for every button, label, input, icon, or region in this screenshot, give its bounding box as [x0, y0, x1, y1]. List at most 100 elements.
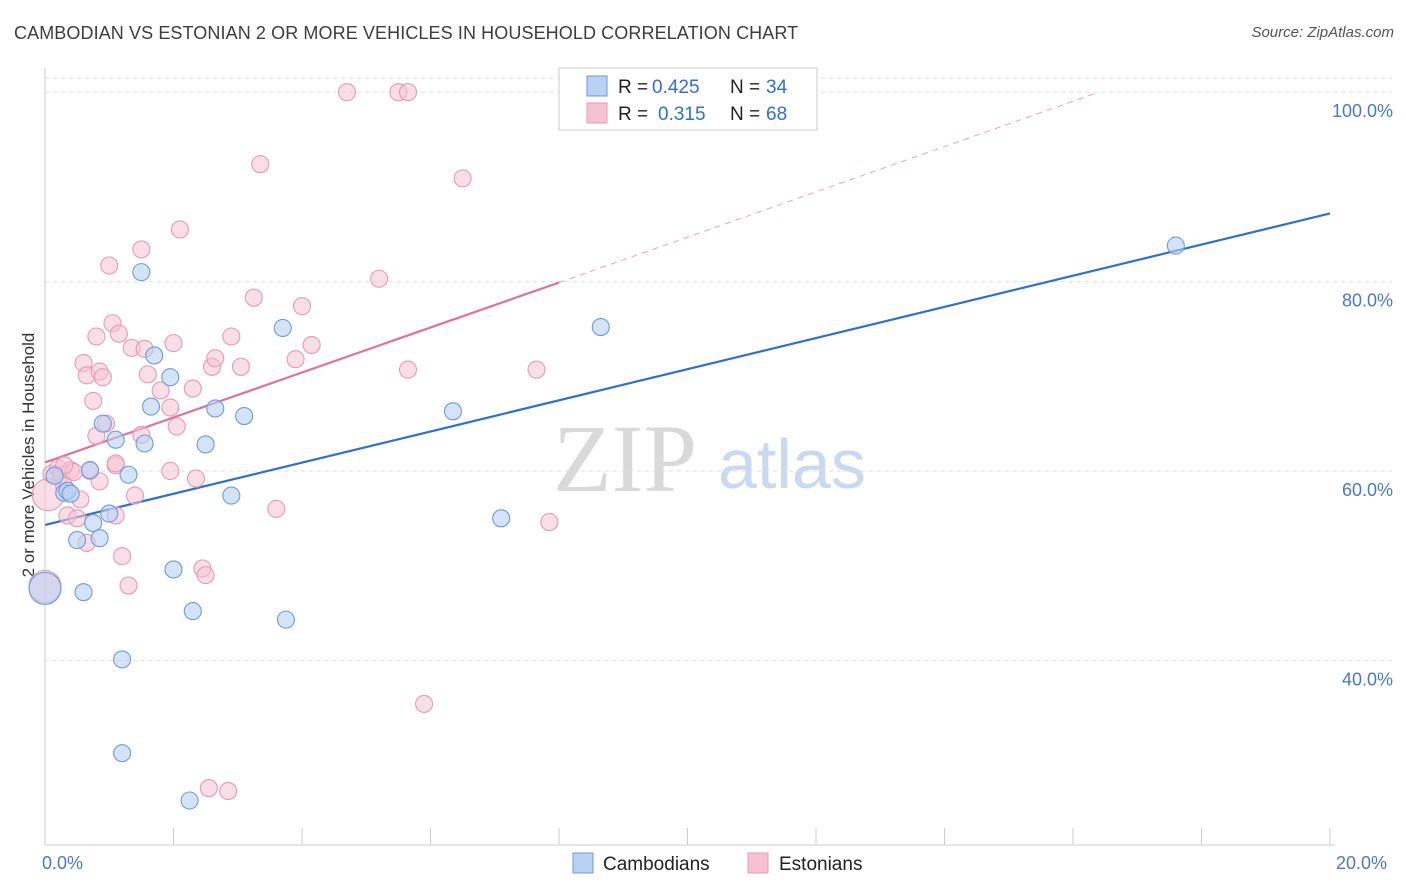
cambodians-point-12 — [113, 650, 132, 669]
estonians-point-59 — [398, 360, 418, 379]
cambodians-point-18 — [161, 368, 180, 387]
estonians-point-53 — [292, 297, 312, 316]
legend-r-label-cambodians: R = — [618, 77, 648, 98]
cambodians-point-10 — [100, 504, 119, 523]
bottom-legend-swatch-cambodians — [572, 852, 594, 874]
cambodians-point-29 — [591, 317, 610, 337]
cambodians-point-6 — [80, 460, 100, 480]
trend-lines — [44, 91, 1331, 527]
legend-swatch-cambodians — [586, 75, 608, 97]
estonians-point-30 — [125, 486, 144, 505]
cambodians-point-17 — [145, 346, 164, 365]
legend-swatch-estonians — [586, 102, 608, 124]
legend-r-value-estonians: 0.315 — [658, 104, 706, 125]
estonians-point-61 — [453, 169, 472, 188]
cambodians-point-0 — [28, 571, 62, 605]
cambodians-point-7 — [84, 513, 103, 533]
estonians-point-34 — [138, 365, 157, 384]
trend-line-estonians — [44, 281, 560, 464]
trend-line-estonians-extrapolated — [558, 91, 1099, 284]
source-label: Source: ZipAtlas.com — [1251, 24, 1394, 41]
estonians-point-40 — [170, 220, 189, 239]
estonians-point-37 — [161, 461, 180, 481]
cambodians-point-5 — [74, 583, 93, 602]
watermark-atlas: atlas — [718, 425, 866, 503]
x-tick-label-min: 0.0% — [42, 853, 83, 873]
cambodians-point-1 — [45, 466, 64, 485]
cambodians-point-30 — [1166, 236, 1185, 255]
cambodians-point-14 — [132, 263, 151, 282]
watermark-zip: ZIP — [553, 405, 697, 512]
y-tick-label-1: 60.0% — [1342, 480, 1393, 500]
cambodians-point-33 — [61, 484, 80, 503]
cambodians-point-31 — [113, 744, 132, 763]
estonians-point-22 — [100, 256, 119, 275]
estonians-point-54 — [302, 335, 321, 355]
y-axis-label: 2 or more Vehicles in Household — [19, 333, 38, 578]
estonians-point-42 — [186, 469, 206, 488]
estonians-point-52 — [286, 350, 305, 369]
x-ticks — [44, 828, 1331, 845]
cambodians-point-21 — [196, 435, 215, 454]
legend-n-value-cambodians: 34 — [766, 77, 788, 98]
legend-n-value-estonians: 68 — [766, 104, 787, 125]
y-tick-label-2: 80.0% — [1342, 291, 1393, 311]
estonians-point-51 — [267, 499, 286, 518]
cambodians-point-24 — [235, 406, 254, 426]
estonians-point-9 — [68, 509, 87, 528]
estonians-point-36 — [161, 398, 180, 417]
estonians-point-39 — [167, 417, 186, 436]
estonians-point-48 — [231, 357, 251, 376]
estonians-point-26 — [109, 324, 128, 343]
estonians-point-55 — [337, 83, 357, 102]
estonians-point-64 — [199, 779, 218, 798]
legend-r-label-estonians: R = — [618, 104, 648, 125]
estonians-point-56 — [370, 269, 389, 288]
estonians-point-41 — [183, 379, 202, 398]
cambodians-point-8 — [90, 529, 109, 548]
estonians-point-44 — [196, 566, 215, 585]
cambodians-point-16 — [141, 397, 161, 416]
bottom-legend-label-estonians: Estonians — [779, 854, 862, 875]
cambodians-point-13 — [119, 465, 138, 484]
estonians-point-31 — [132, 240, 151, 259]
y-tick-labels: 40.0% 60.0% 80.0% 100.0% — [1332, 101, 1393, 689]
cambodians-points — [28, 236, 1185, 810]
y-tick-label-3: 100.0% — [1332, 101, 1393, 121]
estonians-point-49 — [244, 288, 263, 307]
estonians-point-63 — [540, 513, 559, 532]
cambodians-point-26 — [276, 610, 295, 629]
x-tick-label-max: 20.0% — [1336, 853, 1387, 873]
estonians-point-17 — [87, 327, 106, 346]
cambodians-point-15 — [135, 434, 154, 453]
estonians-point-62 — [527, 360, 546, 379]
axes — [44, 68, 1335, 846]
cambodians-point-23 — [222, 486, 241, 505]
stats-legend: R = 0.425 N = 34 R = 0.315 N = 68 — [558, 67, 818, 131]
trend-line-cambodians — [44, 212, 1331, 527]
cambodians-point-4 — [68, 531, 87, 550]
cambodians-point-32 — [180, 791, 199, 810]
cambodians-point-9 — [93, 414, 112, 433]
estonians-point-46 — [206, 349, 225, 368]
legend-n-label-estonians: N = — [730, 104, 760, 125]
chart-title: CAMBODIAN VS ESTONIAN 2 OR MORE VEHICLES… — [14, 23, 799, 43]
estonians-point-67 — [106, 454, 125, 473]
estonians-point-60 — [415, 694, 434, 713]
cambodians-point-20 — [183, 602, 202, 621]
estonians-point-58 — [398, 83, 418, 102]
cambodians-point-22 — [206, 399, 225, 418]
legend-n-label-cambodians: N = — [730, 77, 760, 98]
estonians-point-28 — [119, 576, 138, 595]
estonians-point-15 — [84, 391, 103, 410]
estonians-point-27 — [113, 547, 132, 566]
estonians-point-38 — [164, 334, 183, 353]
cambodians-point-28 — [492, 509, 511, 528]
estonians-point-47 — [222, 327, 241, 346]
estonians-point-20 — [93, 368, 112, 387]
cambodians-point-27 — [443, 402, 463, 421]
cambodians-point-19 — [164, 560, 183, 579]
estonians-point-35 — [151, 381, 170, 400]
cambodians-point-25 — [273, 318, 292, 338]
